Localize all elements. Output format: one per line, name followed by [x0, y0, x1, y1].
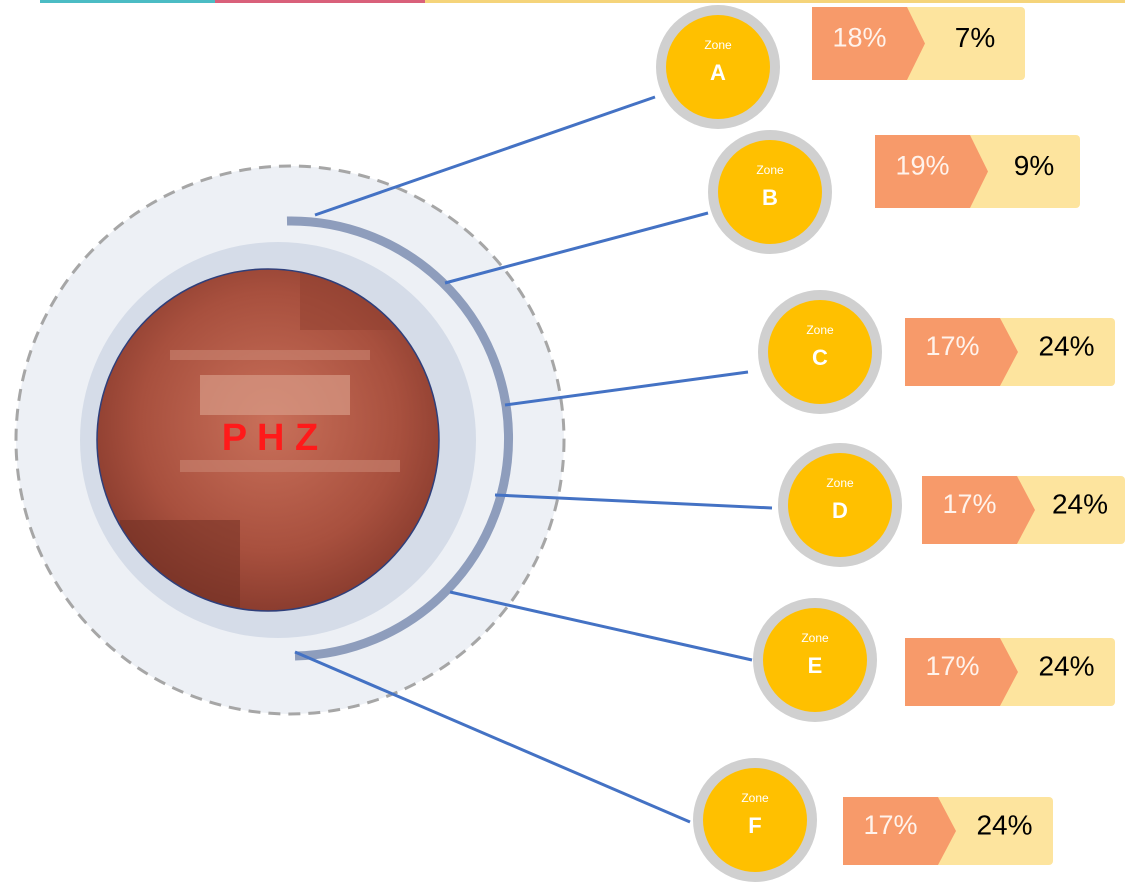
primary-value: 17%	[925, 651, 979, 681]
top-strip	[40, 0, 215, 3]
connector	[295, 652, 690, 822]
secondary-value: 24%	[1038, 650, 1094, 681]
primary-value: 17%	[925, 331, 979, 361]
diagram: P H Z Zone A 18% 7% Zone B 19% 9% Zone C 17% 24% Zon…	[0, 0, 1128, 882]
zone-caption: Zone	[756, 163, 784, 177]
secondary-value: 9%	[1014, 150, 1054, 181]
zone-letter: B	[762, 185, 778, 210]
secondary-value: 24%	[1038, 330, 1094, 361]
secondary-value: 24%	[1052, 488, 1108, 519]
primary-value: 19%	[895, 151, 949, 181]
secondary-value: 24%	[976, 809, 1032, 840]
zone-caption: Zone	[704, 38, 732, 52]
primary-value: 17%	[942, 489, 996, 519]
primary-value: 17%	[863, 810, 917, 840]
zone-caption: Zone	[826, 476, 854, 490]
zone-letter: C	[812, 345, 828, 370]
connector	[315, 97, 655, 215]
connector	[450, 592, 752, 660]
page: P H Z Zone A 18% 7% Zone B 19% 9% Zone C 17% 24% Zon…	[0, 0, 1128, 882]
image-detail	[180, 460, 400, 472]
top-strip	[425, 0, 1125, 3]
center-label: P H Z	[222, 417, 318, 459]
zone-letter: F	[748, 813, 761, 838]
zone-caption: Zone	[806, 323, 834, 337]
zone-letter: D	[832, 498, 848, 523]
zone-letter: A	[710, 60, 726, 85]
zone-letter: E	[808, 653, 823, 678]
primary-value: 18%	[832, 23, 886, 53]
zone-caption: Zone	[801, 631, 829, 645]
image-detail	[200, 375, 350, 415]
secondary-value: 7%	[955, 22, 995, 53]
image-detail	[170, 350, 370, 360]
zone-caption: Zone	[741, 791, 769, 805]
top-strip	[215, 0, 425, 3]
